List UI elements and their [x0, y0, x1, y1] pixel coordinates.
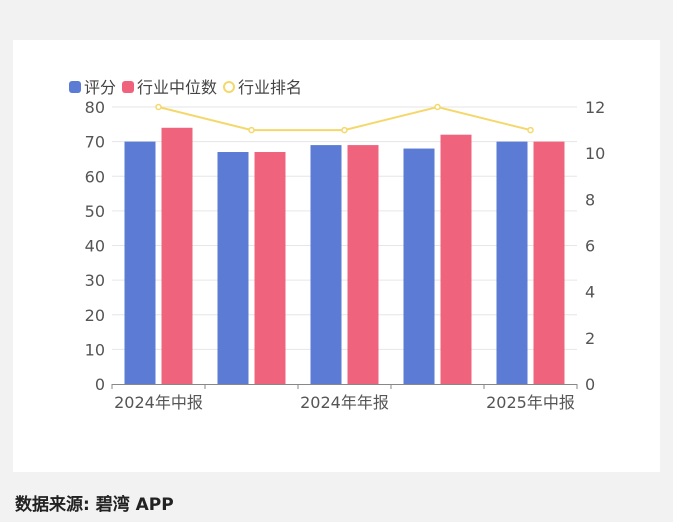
- x-tick-label: 2025年中报: [486, 393, 575, 412]
- y-left-tick-label: 60: [85, 167, 105, 186]
- y-right-tick-label: 10: [585, 144, 605, 163]
- y-right-tick-label: 8: [585, 190, 595, 209]
- rank-line: [155, 103, 534, 134]
- axes: 0 10 20 30 40 50 60 70 80 0 2 4 6 8 10 12 2024年中报 2024年年报…: [85, 98, 606, 412]
- x-tick-label: 2024年中报: [114, 393, 203, 412]
- legend-item-2-label: 行业排名: [238, 78, 302, 97]
- bar-industry-median: [347, 145, 379, 384]
- legend-item-0-label: 评分: [84, 78, 116, 97]
- rank-point: [434, 103, 441, 111]
- y-right-tick-label: 2: [585, 329, 595, 348]
- legend-item-2-swatch: [223, 81, 235, 93]
- legend-item-0-swatch: [69, 81, 81, 93]
- y-right-tick-label: 0: [585, 375, 595, 394]
- y-left-tick-label: 40: [85, 237, 105, 256]
- x-tick-label: 2024年年报: [300, 393, 389, 412]
- bars: [124, 127, 565, 385]
- bar-industry-median: [161, 127, 193, 385]
- y-right-tick-label: 4: [585, 283, 595, 302]
- y-left-tick-label: 30: [85, 271, 105, 290]
- y-left-tick-label: 80: [85, 98, 105, 117]
- chart-card: 0 10 20 30 40 50 60 70 80 0 2 4 6 8 10 12 2024年中报 2024年年报…: [13, 40, 660, 472]
- bar-score: [217, 152, 249, 384]
- y-left-tick-label: 20: [85, 306, 105, 325]
- y-right-tick-label: 6: [585, 237, 595, 256]
- data-source-label: 数据来源: 碧湾 APP: [15, 495, 174, 515]
- bar-industry-median: [254, 152, 286, 384]
- bar-score: [124, 141, 156, 384]
- y-left-tick-label: 50: [85, 202, 105, 221]
- legend-item-1-label: 行业中位数: [137, 78, 217, 97]
- rank-point: [527, 126, 534, 134]
- rank-point: [155, 103, 162, 111]
- y-left-tick-label: 10: [85, 340, 105, 359]
- rank-point: [248, 126, 255, 134]
- bar-score: [496, 141, 528, 384]
- rank-line-path: [158, 105, 531, 132]
- y-left-tick-label: 70: [85, 133, 105, 152]
- legend-item-1-swatch: [122, 81, 134, 93]
- bar-score: [403, 148, 435, 384]
- chart: 0 10 20 30 40 50 60 70 80 0 2 4 6 8 10 12 2024年中报 2024年年报…: [69, 78, 606, 412]
- bar-industry-median: [533, 141, 565, 384]
- rank-point: [341, 126, 348, 134]
- bar-industry-median: [440, 134, 472, 384]
- bar-score: [310, 145, 342, 384]
- y-left-tick-label: 0: [95, 375, 105, 394]
- legend: 评分 行业中位数 行业排名: [69, 78, 302, 97]
- y-right-tick-label: 12: [585, 98, 605, 117]
